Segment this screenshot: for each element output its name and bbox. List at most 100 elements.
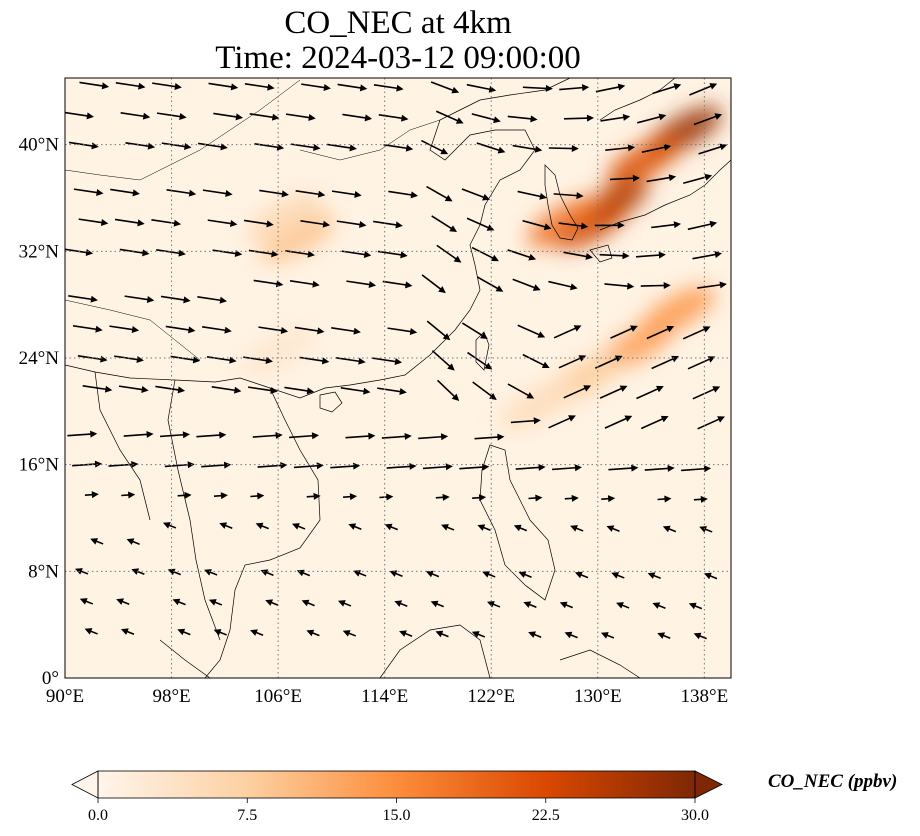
wind-arrow [657,632,671,640]
wind-arrow [162,522,177,529]
wind-arrow [377,250,408,259]
longitude-tick-label: 114°E [361,686,408,707]
wind-arrow [65,248,94,256]
wind-arrow [118,385,149,393]
wind-arrow [116,598,130,606]
wind-arrow [474,433,505,441]
wind-arrow [522,353,550,369]
wind-arrow [646,174,677,183]
wind-arrow [594,355,623,369]
wind-arrow [160,431,190,439]
wind-arrow [646,325,675,340]
wind-arrow [647,572,661,580]
wind-arrow [604,415,633,429]
wind-arrow [248,249,279,258]
colorbar-gradient [98,771,695,798]
plume-region [240,326,316,377]
wind-arrow [72,324,103,333]
wind-arrow [477,524,491,532]
wind-arrow [610,325,638,339]
wind-arrow [467,351,493,370]
wind-arrow [259,189,289,198]
wind-arrow [471,631,486,638]
wind-arrow [651,355,680,370]
wind-arrow [301,83,331,91]
longitude-tick-label: 98°E [152,686,190,707]
wind-arrow [383,143,414,152]
wind-arrow [482,571,496,578]
wind-arrow [289,279,320,288]
wind-arrow [513,524,528,532]
wind-arrow [336,220,367,228]
wind-arrow [604,282,635,290]
wind-arrow [119,248,150,257]
wind-arrow [657,495,672,503]
wind-arrow [553,192,584,200]
latitude-tick-label: 32°N [19,241,60,262]
wind-arrow [120,628,135,636]
wind-arrow [306,629,320,637]
wind-arrow [431,350,455,371]
wind-arrow [213,112,244,121]
wind-arrow [662,525,677,533]
longitude-tick-label: 106°E [254,686,302,707]
wind-arrow [430,600,444,608]
wind-arrow [208,599,223,606]
wind-arrow [418,433,449,441]
wind-arrow [306,492,321,500]
latitude-tick-label: 8°N [28,561,59,582]
colorbar-tick-label: 15.0 [383,807,411,824]
wind-arrow [394,600,408,608]
colorbar-extend-min [71,770,99,799]
wind-arrow [202,189,233,197]
wind-arrow [600,113,631,122]
wind-arrow [595,83,626,93]
wind-arrow [515,463,546,471]
wind-arrow [637,113,667,124]
wind-arrow [436,244,462,263]
longitude-tick-label: 130°E [574,686,622,707]
wind-arrow [466,83,497,93]
wind-arrow [389,570,403,578]
wind-arrow [507,115,538,123]
longitude-tick-label: 122°E [467,686,515,707]
latitude-tick-label: 0° [42,668,59,689]
wind-arrow [82,384,113,393]
wind-vectors [65,81,728,640]
wind-arrow [206,355,237,364]
wind-arrow [156,112,187,120]
wind-arrow [250,492,265,500]
wind-arrow [114,218,145,227]
wind-arrow [692,251,723,260]
wind-arrow [564,631,578,639]
wind-arrow [243,356,273,364]
wind-arrow [345,432,376,440]
wind-arrow [689,83,718,96]
colorbar-tick-label: 30.0 [681,807,709,824]
wind-arrow [337,83,368,92]
colorbar-extend-max [694,770,723,799]
wind-arrow [293,462,324,470]
wind-arrow [373,83,404,92]
colorbar: 0.0 7.5 15.0 22.5 30.0 [71,770,723,824]
map-title-line2: Time: 2024-03-12 09:00:00 [215,40,581,76]
plume-region [260,212,336,264]
wind-arrow [436,379,460,402]
wind-arrow [260,569,274,577]
wind-arrow [512,278,541,291]
wind-arrow [121,491,136,499]
wind-arrow [196,431,227,439]
wind-arrow [600,632,615,639]
wind-arrow [558,355,587,369]
wind-arrow [609,174,640,182]
wind-arrow [563,251,593,260]
wind-arrow [517,190,547,200]
wind-arrow [172,598,186,606]
wind-arrow [296,569,311,577]
wind-arrow [552,464,582,472]
wind-arrow [599,252,630,260]
wind-arrow [123,430,154,438]
wind-arrow [378,113,409,122]
wind-arrow [65,111,94,120]
